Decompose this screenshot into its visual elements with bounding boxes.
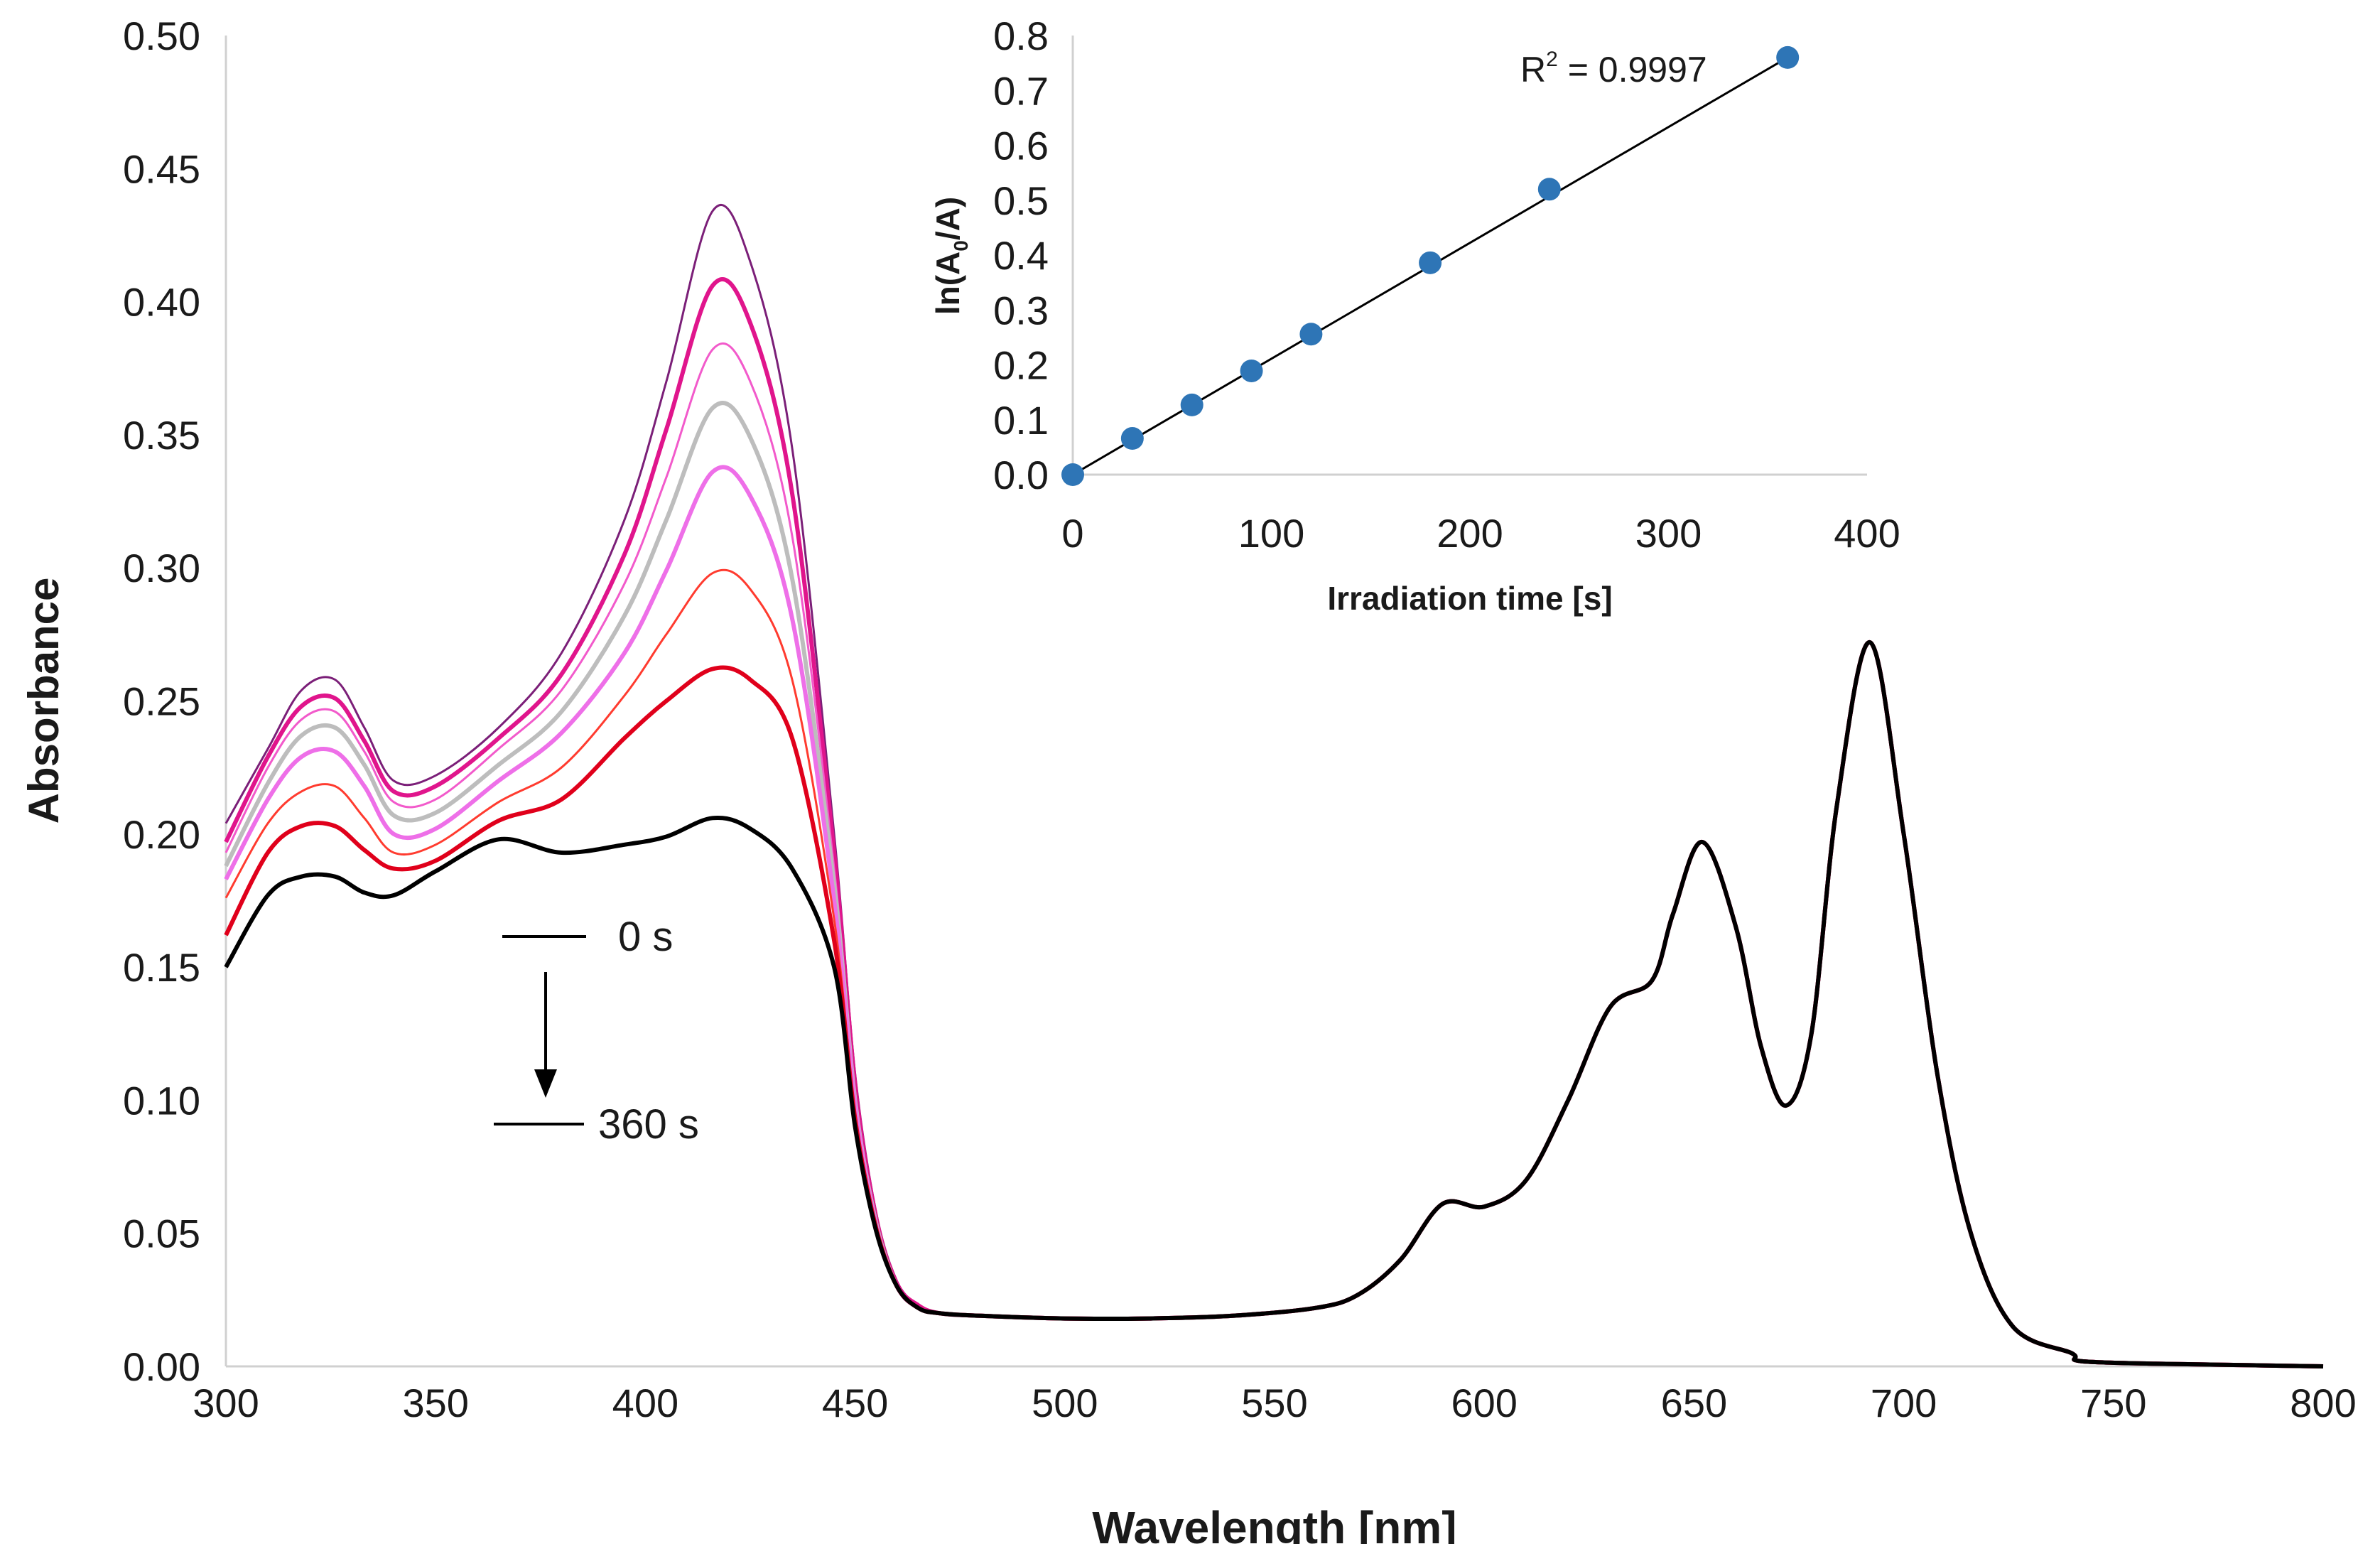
- inset-x-tick-label: 0: [1061, 511, 1083, 556]
- inset-y-tick-label: 0.5: [993, 178, 1049, 223]
- main-y-tick-label: 0.00: [123, 1344, 200, 1389]
- main-x-tick-label: 750: [2080, 1381, 2146, 1425]
- inset-y-title-sub: 0: [950, 240, 972, 252]
- main-y-tick-label: 0.40: [123, 280, 200, 325]
- main-x-tick-label: 300: [193, 1381, 259, 1425]
- main-x-tick-labels: 300 350 400 450 500 550 600 650 700 750 800: [193, 1381, 2356, 1425]
- inset-y-tick-label: 0.4: [993, 233, 1049, 278]
- series-line-360s: [224, 640, 2324, 1368]
- series-line-30s: [224, 277, 2324, 1368]
- end-time-label: 360 s: [598, 1101, 699, 1148]
- main-x-tick-label: 550: [1241, 1381, 1307, 1425]
- r-squared-exponent: 2: [1546, 48, 1558, 71]
- inset-data-point: [1776, 45, 1800, 69]
- inset-x-tick-labels: 0 100 200 300 400: [1061, 511, 1900, 556]
- inset-data-point: [1299, 323, 1323, 346]
- inset-kinetics-chart: 0.0 0.1 0.2 0.3 0.4 0.5 0.6 0.7 0.8 0 100 200 300 40…: [929, 14, 1900, 617]
- inset-y-tick-label: 0.8: [993, 14, 1049, 58]
- main-x-tick-label: 650: [1661, 1381, 1727, 1425]
- inset-x-tick-label: 400: [1834, 511, 1900, 556]
- inset-x-tick-label: 200: [1437, 511, 1503, 556]
- inset-data-points: [1061, 45, 1800, 486]
- main-x-tick-label: 500: [1032, 1381, 1098, 1425]
- main-spectrum-chart: 0.000.050.100.150.200.250.300.350.400.45…: [20, 14, 2357, 1544]
- series-line-120s: [224, 465, 2324, 1368]
- inset-data-point: [1120, 427, 1144, 450]
- main-y-tick-label: 0.15: [123, 945, 200, 990]
- inset-y-tick-label: 0.3: [993, 288, 1049, 333]
- inset-x-axis-title: Irradiation time [s]: [1327, 580, 1612, 617]
- main-x-axis-title: Wavelength [nm]: [1092, 1502, 1456, 1544]
- inset-data-point: [1240, 359, 1263, 382]
- series-line-0s: [225, 204, 2324, 1368]
- series-line-60s: [225, 342, 2324, 1368]
- inset-y-tick-label: 0.7: [993, 68, 1049, 113]
- inset-x-tick-label: 100: [1238, 511, 1304, 556]
- main-y-tick-labels: 0.00 0.05 0.10 0.15 0.20 0.25 0.30 0.35 0.40 0.45…: [123, 14, 200, 1389]
- main-x-tick-label: 600: [1451, 1381, 1517, 1425]
- main-x-tick-label: 400: [612, 1381, 678, 1425]
- main-x-tick-label: 350: [402, 1381, 468, 1425]
- r-squared-base: R: [1520, 50, 1546, 90]
- main-x-tick-label: 450: [822, 1381, 888, 1425]
- inset-y-tick-labels: 0.0 0.1 0.2 0.3 0.4 0.5 0.6 0.7 0.8: [993, 14, 1049, 497]
- inset-data-point: [1180, 393, 1203, 416]
- inset-y-tick-label: 0.2: [993, 343, 1049, 388]
- main-y-tick-label: 0.30: [123, 546, 200, 590]
- inset-y-title-main: ln(A: [929, 252, 966, 315]
- main-x-tick-label: 800: [2290, 1381, 2356, 1425]
- main-y-tick-label: 0.35: [123, 413, 200, 458]
- main-y-tick-label: 0.25: [123, 679, 200, 724]
- inset-data-point: [1061, 463, 1084, 486]
- series-line-180s: [225, 568, 2324, 1368]
- inset-x-tick-label: 300: [1635, 511, 1702, 556]
- main-y-axis-title: Absorbance: [20, 578, 67, 824]
- main-series-lines: [224, 204, 2324, 1368]
- main-y-tick-label: 0.45: [123, 146, 200, 191]
- main-x-tick-label: 700: [1871, 1381, 1937, 1425]
- inset-y-tick-label: 0.1: [993, 398, 1049, 443]
- inset-y-tick-label: 0.0: [993, 453, 1049, 497]
- inset-y-title-tail: /A): [929, 197, 966, 240]
- inset-y-tick-label: 0.6: [993, 124, 1049, 168]
- inset-y-axis-title: ln(A0/A): [929, 197, 972, 315]
- start-time-label: 0 s: [618, 914, 673, 960]
- inset-data-point: [1537, 178, 1561, 201]
- main-y-tick-label: 0.10: [123, 1078, 200, 1123]
- main-y-tick-label: 0.50: [123, 14, 200, 58]
- r-squared-label: R2 = 0.9997: [1520, 48, 1707, 90]
- r-squared-value: = 0.9997: [1558, 50, 1707, 90]
- main-y-tick-label: 0.05: [123, 1211, 200, 1256]
- down-arrow-icon: [534, 1069, 557, 1098]
- inset-data-point: [1419, 251, 1442, 274]
- main-y-tick-label: 0.20: [123, 812, 200, 857]
- time-annotation: 0 s 360 s: [494, 914, 699, 1148]
